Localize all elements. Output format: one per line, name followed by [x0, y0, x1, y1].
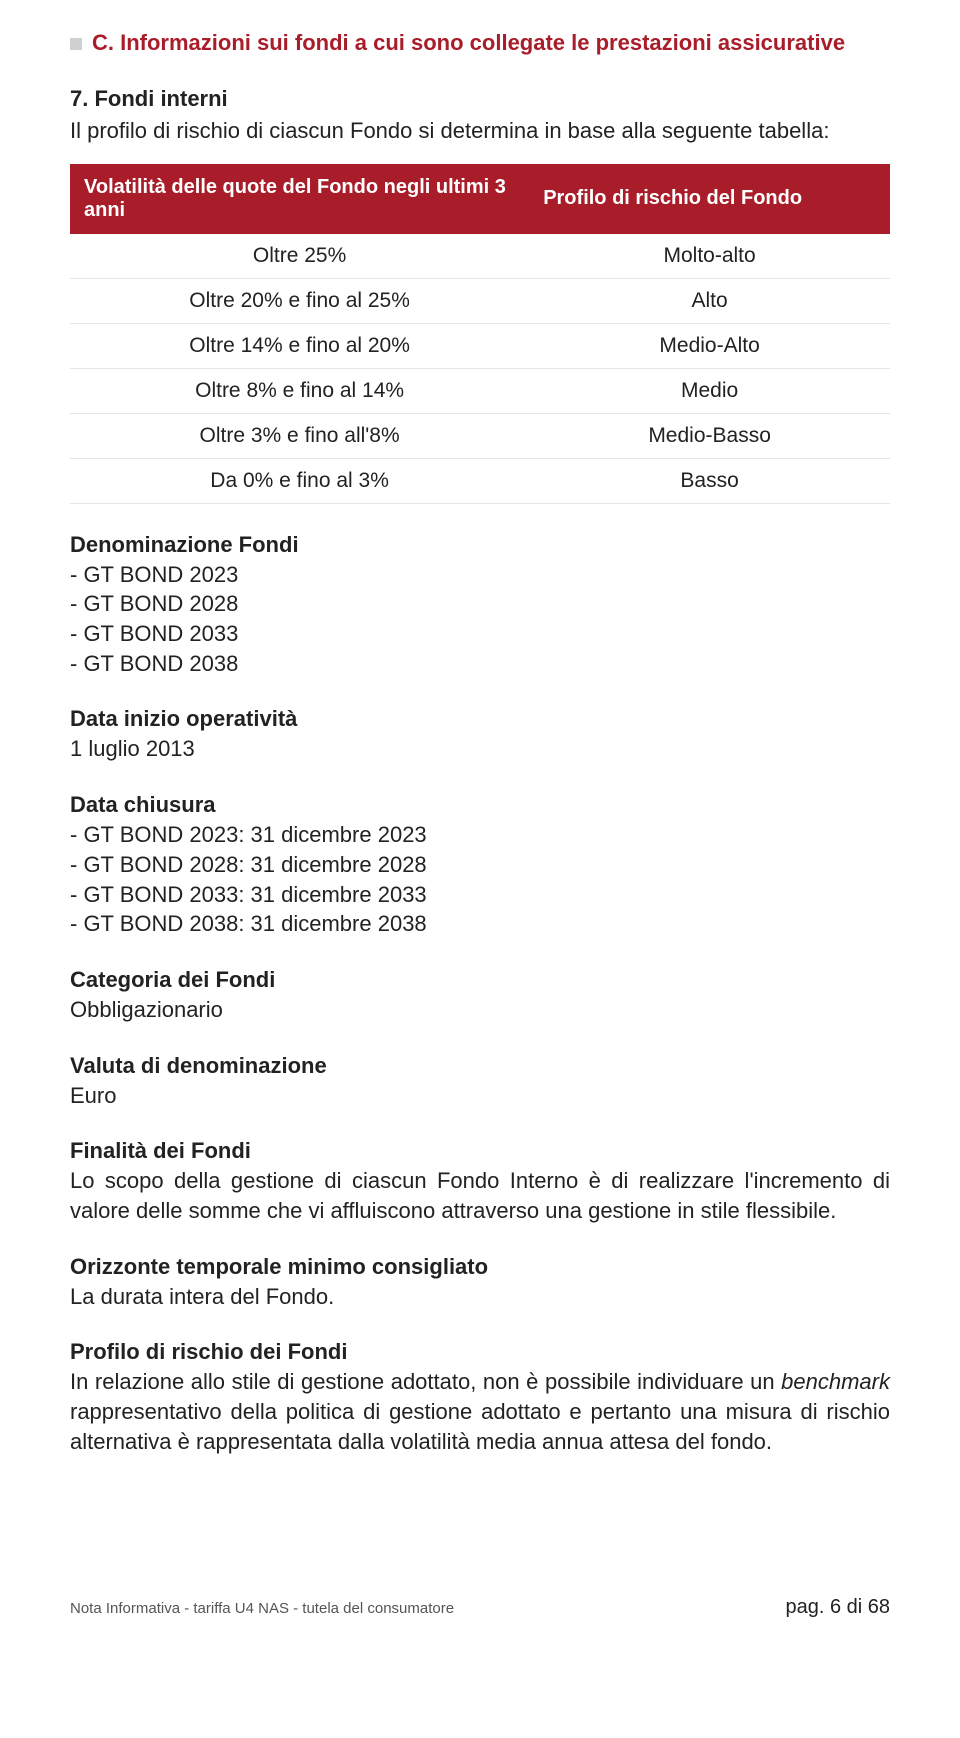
- section-c-title: C. Informazioni sui fondi a cui sono col…: [70, 30, 890, 56]
- table-row: Oltre 20% e fino al 25%Alto: [70, 278, 890, 323]
- denominazione-title: Denominazione Fondi: [70, 532, 890, 558]
- list-item: - GT BOND 2023: [70, 560, 890, 590]
- data-chiusura-block: Data chiusura - GT BOND 2023: 31 dicembr…: [70, 792, 890, 939]
- list-item: - GT BOND 2038: 31 dicembre 2038: [70, 909, 890, 939]
- profile-cell: Molto-alto: [529, 234, 890, 279]
- list-item: - GT BOND 2033: 31 dicembre 2033: [70, 880, 890, 910]
- valuta-block: Valuta di denominazione Euro: [70, 1053, 890, 1111]
- subsection-intro: Il profilo di rischio di ciascun Fondo s…: [70, 116, 890, 146]
- table-row: Oltre 8% e fino al 14%Medio: [70, 368, 890, 413]
- orizzonte-block: Orizzonte temporale minimo consigliato L…: [70, 1254, 890, 1312]
- orizzonte-title: Orizzonte temporale minimo consigliato: [70, 1254, 890, 1280]
- list-item: - GT BOND 2023: 31 dicembre 2023: [70, 820, 890, 850]
- volatility-cell: Oltre 8% e fino al 14%: [70, 368, 529, 413]
- finalita-title: Finalità dei Fondi: [70, 1138, 890, 1164]
- list-item: - GT BOND 2028: [70, 589, 890, 619]
- table-row: Oltre 25%Molto-alto: [70, 234, 890, 279]
- profilo-rischio-block: Profilo di rischio dei Fondi In relazion…: [70, 1339, 890, 1456]
- profile-cell: Medio-Alto: [529, 323, 890, 368]
- table-row: Oltre 14% e fino al 20%Medio-Alto: [70, 323, 890, 368]
- profilo-rischio-title: Profilo di rischio dei Fondi: [70, 1339, 890, 1365]
- bullet-icon: [70, 38, 82, 50]
- volatility-cell: Oltre 20% e fino al 25%: [70, 278, 529, 323]
- table-header-volatility: Volatilità delle quote del Fondo negli u…: [70, 164, 529, 234]
- data-inizio-title: Data inizio operatività: [70, 706, 890, 732]
- data-inizio-block: Data inizio operatività 1 luglio 2013: [70, 706, 890, 764]
- table-header-profile: Profilo di rischio del Fondo: [529, 164, 890, 234]
- categoria-value: Obbligazionario: [70, 995, 890, 1025]
- table-row: Oltre 3% e fino all'8%Medio-Basso: [70, 413, 890, 458]
- profilo-text-post: rappresentativo della politica di gestio…: [70, 1399, 890, 1454]
- list-item: - GT BOND 2028: 31 dicembre 2028: [70, 850, 890, 880]
- profilo-rischio-text: In relazione allo stile di gestione adot…: [70, 1367, 890, 1456]
- denominazione-block: Denominazione Fondi - GT BOND 2023- GT B…: [70, 532, 890, 679]
- list-item: - GT BOND 2033: [70, 619, 890, 649]
- categoria-block: Categoria dei Fondi Obbligazionario: [70, 967, 890, 1025]
- section-title-text: C. Informazioni sui fondi a cui sono col…: [92, 30, 845, 56]
- finalita-block: Finalità dei Fondi Lo scopo della gestio…: [70, 1138, 890, 1225]
- footer-page-number: pag. 6 di 68: [785, 1596, 890, 1619]
- profile-cell: Medio-Basso: [529, 413, 890, 458]
- table-row: Da 0% e fino al 3%Basso: [70, 458, 890, 503]
- profile-cell: Basso: [529, 458, 890, 503]
- table-header-row: Volatilità delle quote del Fondo negli u…: [70, 164, 890, 234]
- page-footer: Nota Informativa - tariffa U4 NAS - tute…: [70, 1596, 890, 1619]
- volatility-cell: Oltre 14% e fino al 20%: [70, 323, 529, 368]
- profile-cell: Medio: [529, 368, 890, 413]
- categoria-title: Categoria dei Fondi: [70, 967, 890, 993]
- volatility-cell: Oltre 25%: [70, 234, 529, 279]
- volatility-cell: Da 0% e fino al 3%: [70, 458, 529, 503]
- profilo-text-pre: In relazione allo stile di gestione adot…: [70, 1369, 781, 1394]
- finalita-text: Lo scopo della gestione di ciascun Fondo…: [70, 1166, 890, 1225]
- data-inizio-value: 1 luglio 2013: [70, 734, 890, 764]
- profile-cell: Alto: [529, 278, 890, 323]
- risk-profile-table: Volatilità delle quote del Fondo negli u…: [70, 164, 890, 504]
- list-item: - GT BOND 2038: [70, 649, 890, 679]
- footer-doc-info: Nota Informativa - tariffa U4 NAS - tute…: [70, 1600, 454, 1617]
- valuta-value: Euro: [70, 1081, 890, 1111]
- data-chiusura-title: Data chiusura: [70, 792, 890, 818]
- orizzonte-value: La durata intera del Fondo.: [70, 1282, 890, 1312]
- subsection-7-title: 7. Fondi interni: [70, 86, 890, 112]
- benchmark-word: benchmark: [781, 1369, 890, 1394]
- volatility-cell: Oltre 3% e fino all'8%: [70, 413, 529, 458]
- valuta-title: Valuta di denominazione: [70, 1053, 890, 1079]
